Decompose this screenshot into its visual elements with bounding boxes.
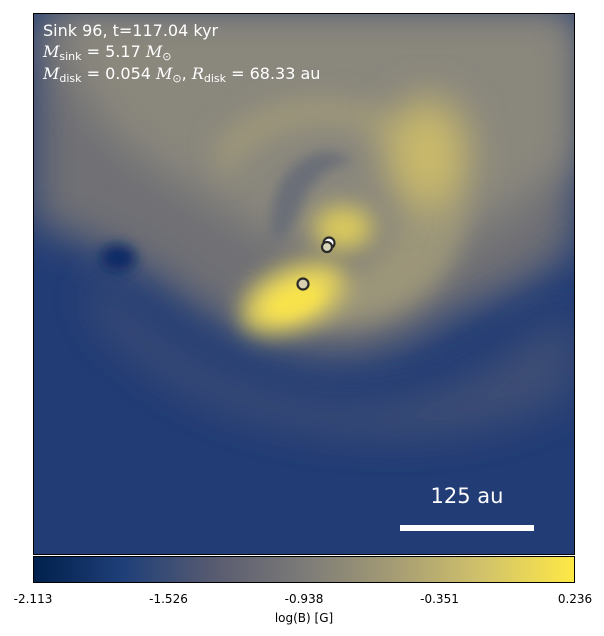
swirl-gap [270,151,353,243]
scale-bar-label: 125 au [430,484,504,508]
disk-mass-symbol: M [43,64,60,83]
panel-frame [33,13,575,555]
disk-mass-unit-sub: ⊙ [172,72,182,85]
sink-particle-3[interactable] [296,277,310,291]
disk-radius-subscript: disk [203,72,226,85]
sink-mass-label: Msink = 5.17 M⊙ [43,42,171,67]
colorbar-frame [33,556,575,583]
colorbar-tick-label: -1.526 [149,592,188,606]
colorbar-label: log(B) [G] [274,611,334,625]
dark-knot [100,244,136,272]
bright-lobe-upper-right [388,98,468,208]
disk-radius-value: = 68.33 au [231,64,321,83]
sink-particle-2[interactable] [320,240,334,254]
disk-mass-unit: M [156,64,173,83]
mass-value: = 5.17 [86,42,141,61]
colorbar-tick-label: -0.938 [284,592,324,606]
mass-symbol: M [43,42,60,61]
disk-label: Mdisk = 0.054 M⊙, Rdisk = 68.33 au [43,64,321,85]
colorbar-tick-label: -2.113 [13,592,53,606]
disk-mass-value: = 0.054 [86,64,151,83]
colorbar-tick-label: -0.351 [420,592,459,606]
colorbar-tick-label: 0.236 [557,592,593,606]
mass-subscript: sink [59,50,82,63]
mass-unit-sub: ⊙ [162,50,172,63]
colorbar-gradient [33,556,575,583]
bright-core [268,284,322,318]
magnetic-field-map [33,13,575,555]
lower-skirt [93,273,575,437]
bright-lobe-sink [313,206,373,250]
mass-unit: M [145,42,163,61]
colorbar [33,556,575,583]
sink-time-label: Sink 96, t=117.04 kyr [43,21,219,40]
disk-radius-symbol: R [191,64,204,83]
scale-bar [400,525,534,531]
disk-mass-subscript: disk [59,72,82,85]
